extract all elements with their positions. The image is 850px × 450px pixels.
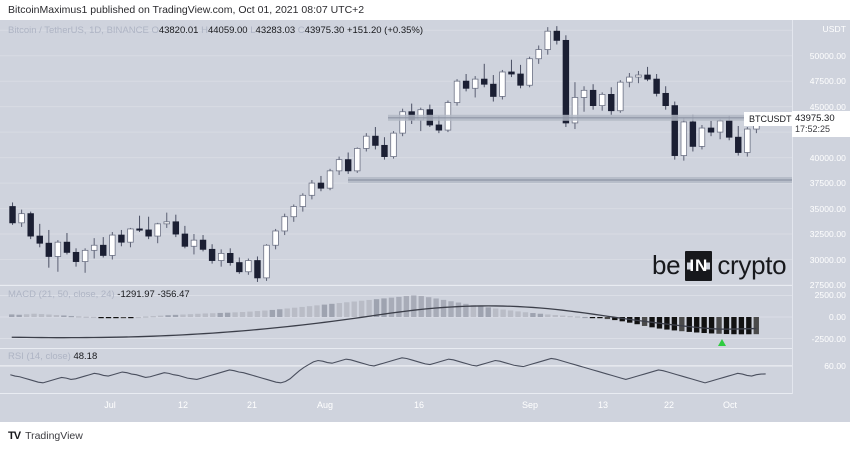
legend-symbol: Bitcoin / TetherUS, 1D, BINANCE (8, 25, 149, 36)
time-axis-label: 12 (177, 400, 189, 410)
price-scale-tick: 40000.00 (809, 153, 846, 163)
time-axis-label: 22 (663, 400, 675, 410)
beincrypto-watermark: be IN crypto (652, 250, 787, 281)
price-scale-tick: 32500.00 (809, 229, 846, 239)
price-scale-unit: USDT (822, 24, 846, 34)
price-scale[interactable]: USDT50000.0047500.0045000.0042500.004000… (792, 20, 850, 394)
rsi-scale-tick: 60.00 (824, 361, 846, 371)
time-axis-label: Oct (722, 400, 738, 410)
pane-divider-rsi-time (0, 393, 850, 394)
watermark-left: be (652, 250, 681, 280)
legend-high-label: H (201, 25, 208, 36)
legend-low-label: L (250, 25, 256, 36)
macd-legend-value2: -356.47 (157, 289, 190, 300)
legend-high-value: 44059.00 (207, 25, 248, 36)
macd-scale-tick: 2500.00 (814, 290, 846, 300)
rsi-legend-label: RSI (14, close) (8, 351, 71, 362)
macd-scale-tick: 0.00 (829, 312, 846, 322)
rsi-legend-value: 48.18 (73, 351, 98, 362)
price-scale-tick: 35000.00 (809, 204, 846, 214)
macd-legend-value1: -1291.97 (117, 289, 155, 300)
legend-close-value: 43975.30 (304, 25, 345, 36)
time-axis[interactable]: Jul 12 21 Aug 16 Sep 13 22 Oct (0, 394, 850, 422)
time-axis-label: Sep (521, 400, 539, 410)
price-scale-tick: 47500.00 (809, 76, 846, 86)
footer: TV TradingView (0, 422, 850, 450)
time-axis-label: 16 (413, 400, 425, 410)
time-axis-label: 13 (597, 400, 609, 410)
price-legend: Bitcoin / TetherUS, 1D, BINANCE O43820.0… (8, 25, 423, 37)
publication-header: BitcoinMaximus1 published on TradingView… (0, 0, 850, 20)
macd-legend-label: MACD (21, 50, close, 24) (8, 289, 115, 300)
price-scale-tick: 45000.00 (809, 102, 846, 112)
macd-legend: MACD (21, 50, close, 24) -1291.97 -356.4… (8, 289, 190, 301)
legend-close-label: C (297, 25, 305, 36)
tradingview-logo-icon: TV (8, 430, 21, 442)
tradingview-label: TradingView (25, 430, 83, 442)
macd-scale-tick: -2500.00 (811, 334, 846, 344)
macd-pane[interactable]: MACD (21, 50, close, 24) -1291.97 -356.4… (0, 286, 850, 348)
price-scale-tick: 27500.00 (809, 280, 846, 290)
price-scale-tick: 37500.00 (809, 178, 846, 188)
series-price-tag: BTCUSDT (744, 112, 797, 126)
time-axis-label: Aug (316, 400, 334, 410)
price-scale-tick: 50000.00 (809, 51, 846, 61)
watermark-bracket: IN (685, 250, 713, 281)
pane-divider-macd-rsi (0, 348, 850, 349)
rsi-pane[interactable]: RSI (14, close) 48.18 (0, 349, 850, 393)
watermark-center: IN (689, 255, 709, 275)
price-scale-tick: 30000.00 (809, 255, 846, 265)
price-pane[interactable]: Bitcoin / TetherUS, 1D, BINANCE O43820.0… (0, 20, 850, 285)
legend-low-value: 43283.03 (255, 25, 296, 36)
time-axis-label: Jul (104, 400, 116, 410)
legend-open-value: 43820.01 (158, 25, 199, 36)
pane-divider-price-macd (0, 285, 850, 286)
price-candlestick-svg (0, 26, 792, 285)
watermark-right: crypto (717, 250, 787, 280)
macd-svg (0, 295, 792, 346)
current-price-countdown: 17:52:25 (795, 124, 831, 134)
legend-change: +151.20 (+0.35%) (346, 25, 423, 36)
time-axis-label: 21 (246, 400, 258, 410)
current-price-value: 43975.30 (795, 113, 835, 124)
current-price-tag: 43975.30 17:52:25 (792, 111, 850, 137)
chart-frame[interactable]: Bitcoin / TetherUS, 1D, BINANCE O43820.0… (0, 20, 850, 422)
rsi-legend: RSI (14, close) 48.18 (8, 351, 97, 363)
rsi-svg (0, 357, 792, 384)
legend-open-label: O (151, 25, 159, 36)
